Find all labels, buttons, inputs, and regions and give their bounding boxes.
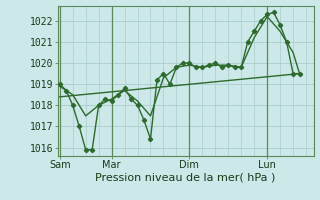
X-axis label: Pression niveau de la mer( hPa ): Pression niveau de la mer( hPa ) — [95, 173, 276, 183]
